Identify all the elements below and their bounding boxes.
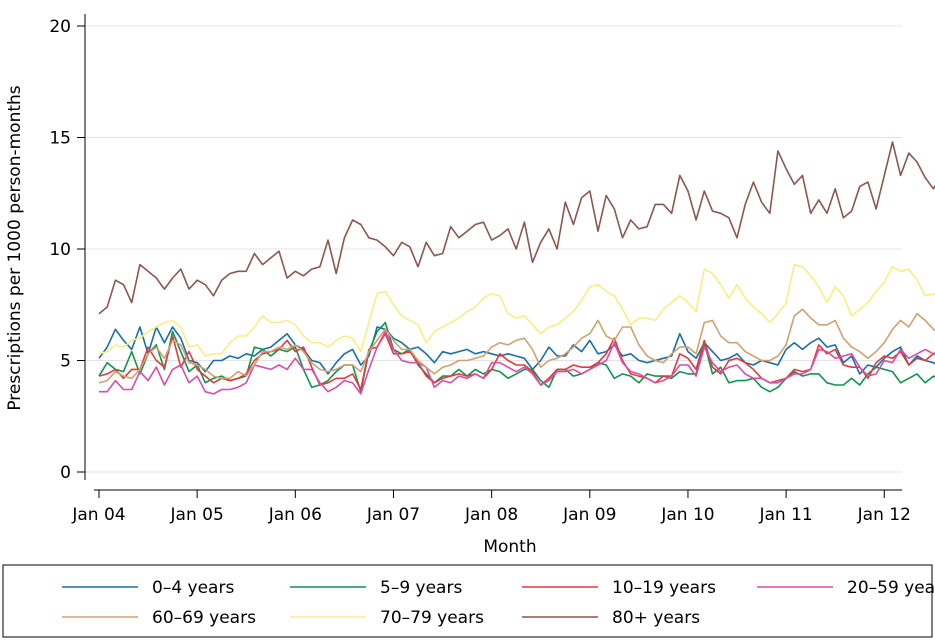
axes — [84, 14, 902, 491]
series-line-4 — [98, 308, 935, 384]
y-axis-title: Prescriptions per 1000 person-months — [5, 85, 25, 410]
series-line-3 — [99, 330, 935, 395]
legend-label: 80+ years — [612, 608, 700, 628]
series-line-1 — [98, 321, 935, 393]
x-tick-label: Jan 06 — [268, 505, 322, 525]
y-tick-label: 5 — [60, 352, 71, 372]
y-tick-label: 20 — [49, 17, 71, 37]
x-tick-label: Jan 09 — [562, 505, 616, 525]
legend-box — [2, 564, 933, 638]
x-tick-label: Jan 12 — [857, 505, 911, 525]
x-tick-label: Jan 07 — [366, 505, 420, 525]
y-tick-label: 10 — [49, 240, 71, 260]
series-line-6 — [98, 141, 935, 315]
y-tick-label: 0 — [60, 463, 71, 483]
y-tick-label: 15 — [49, 129, 71, 149]
legend-label: 0–4 years — [152, 578, 234, 598]
gridlines — [85, 25, 902, 473]
series-line-0 — [98, 326, 935, 375]
legend-label: 60–69 years — [152, 608, 256, 628]
x-tick-label: Jan 04 — [71, 505, 125, 525]
legend-label: 10–19 years — [612, 578, 716, 598]
x-tick-label: Jan 08 — [464, 505, 518, 525]
series-lines — [98, 141, 935, 395]
series-line-5 — [98, 263, 935, 357]
legend-label: 70–79 years — [380, 608, 484, 628]
series-line-2 — [98, 332, 935, 391]
x-tick-label: Jan 10 — [660, 505, 714, 525]
x-tick-label: Jan 05 — [170, 505, 224, 525]
x-axis-title: Month — [483, 537, 536, 557]
y-ticks: 0 5 10 15 20 — [49, 17, 85, 483]
x-ticks: Jan 04 Jan 05 Jan 06 Jan 07 Jan 08 Jan 09 Jan … — [71, 490, 911, 525]
legend-label: 5–9 years — [380, 578, 462, 598]
legend-label: 20–59 years — [847, 578, 935, 598]
x-tick-label: Jan 11 — [758, 505, 812, 525]
legend: 0–4 years 5–9 years 10–19 years 20–59 years… — [2, 564, 935, 638]
